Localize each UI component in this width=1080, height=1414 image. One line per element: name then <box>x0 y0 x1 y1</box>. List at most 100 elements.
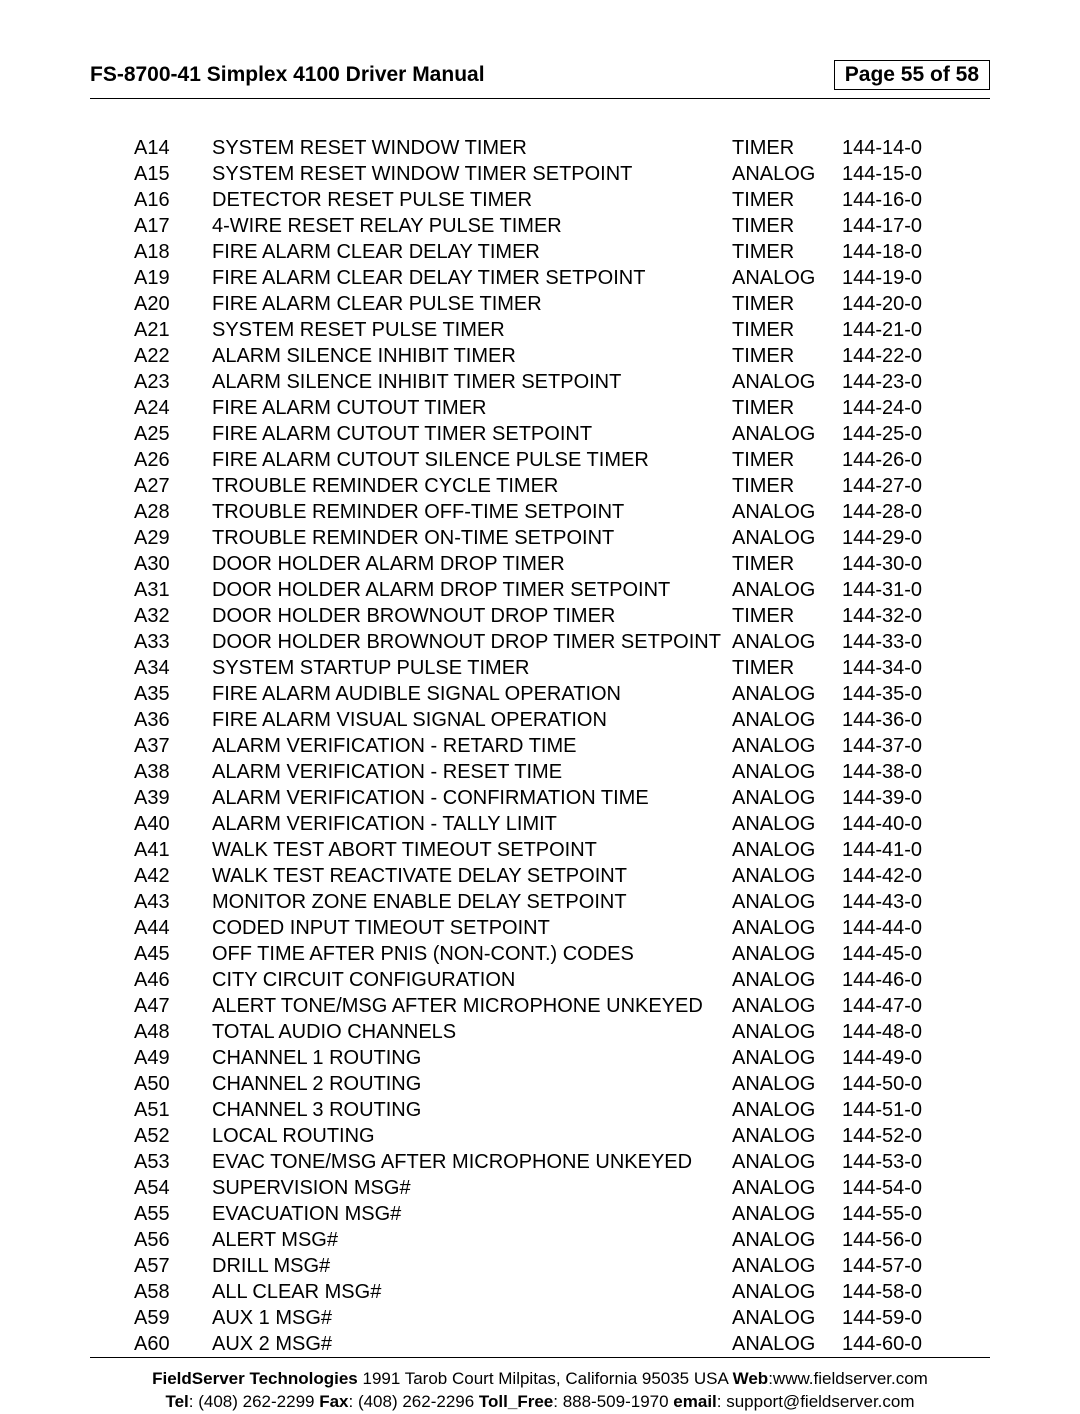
row-id: A59 <box>134 1305 212 1331</box>
row-id: A15 <box>134 161 212 187</box>
row-type: TIMER <box>732 447 842 473</box>
row-ref: 144-25-0 <box>842 421 922 447</box>
row-type: TIMER <box>732 473 842 499</box>
row-desc: ALERT TONE/MSG AFTER MICROPHONE UNKEYED <box>212 993 732 1019</box>
doc-title: FS-8700-41 Simplex 4100 Driver Manual <box>90 63 485 87</box>
table-row: A27TROUBLE REMINDER CYCLE TIMERTIMER144-… <box>134 473 990 499</box>
footer-rule <box>90 1357 990 1358</box>
row-id: A42 <box>134 863 212 889</box>
row-id: A37 <box>134 733 212 759</box>
row-ref: 144-29-0 <box>842 525 922 551</box>
row-type: ANALOG <box>732 1071 842 1097</box>
table-row: A52LOCAL ROUTINGANALOG144-52-0 <box>134 1123 990 1149</box>
table-row: A57DRILL MSG#ANALOG144-57-0 <box>134 1253 990 1279</box>
row-ref: 144-19-0 <box>842 265 922 291</box>
row-desc: DOOR HOLDER ALARM DROP TIMER <box>212 551 732 577</box>
row-type: ANALOG <box>732 499 842 525</box>
row-type: ANALOG <box>732 1253 842 1279</box>
row-desc: CHANNEL 3 ROUTING <box>212 1097 732 1123</box>
row-desc: LOCAL ROUTING <box>212 1123 732 1149</box>
row-ref: 144-21-0 <box>842 317 922 343</box>
table-row: A44CODED INPUT TIMEOUT SETPOINTANALOG144… <box>134 915 990 941</box>
row-type: ANALOG <box>732 915 842 941</box>
row-id: A53 <box>134 1149 212 1175</box>
page: FS-8700-41 Simplex 4100 Driver Manual Pa… <box>0 0 1080 1397</box>
row-desc: ALARM VERIFICATION - RETARD TIME <box>212 733 732 759</box>
row-desc: DETECTOR RESET PULSE TIMER <box>212 187 732 213</box>
row-desc: DOOR HOLDER ALARM DROP TIMER SETPOINT <box>212 577 732 603</box>
header-rule <box>90 98 990 99</box>
table-row: A34SYSTEM STARTUP PULSE TIMERTIMER144-34… <box>134 655 990 681</box>
row-type: ANALOG <box>732 1331 842 1357</box>
row-ref: 144-36-0 <box>842 707 922 733</box>
row-type: ANALOG <box>732 1097 842 1123</box>
row-desc: WALK TEST ABORT TIMEOUT SETPOINT <box>212 837 732 863</box>
row-ref: 144-18-0 <box>842 239 922 265</box>
table-row: A45OFF TIME AFTER PNIS (NON-CONT.) CODES… <box>134 941 990 967</box>
footer-tollfree-value: : 888-509-1970 <box>553 1392 673 1411</box>
row-desc: EVACUATION MSG# <box>212 1201 732 1227</box>
row-type: ANALOG <box>732 1279 842 1305</box>
row-id: A25 <box>134 421 212 447</box>
row-id: A58 <box>134 1279 212 1305</box>
row-desc: TROUBLE REMINDER CYCLE TIMER <box>212 473 732 499</box>
row-type: TIMER <box>732 187 842 213</box>
row-desc: ALARM VERIFICATION - CONFIRMATION TIME <box>212 785 732 811</box>
row-desc: CODED INPUT TIMEOUT SETPOINT <box>212 915 732 941</box>
table-row: A174-WIRE RESET RELAY PULSE TIMERTIMER14… <box>134 213 990 239</box>
table-row: A28TROUBLE REMINDER OFF-TIME SETPOINTANA… <box>134 499 990 525</box>
row-type: ANALOG <box>732 837 842 863</box>
row-type: ANALOG <box>732 967 842 993</box>
row-ref: 144-56-0 <box>842 1227 922 1253</box>
row-desc: CITY CIRCUIT CONFIGURATION <box>212 967 732 993</box>
row-ref: 144-60-0 <box>842 1331 922 1357</box>
row-type: TIMER <box>732 603 842 629</box>
row-type: ANALOG <box>732 369 842 395</box>
row-type: ANALOG <box>732 1123 842 1149</box>
table-row: A18FIRE ALARM CLEAR DELAY TIMERTIMER144-… <box>134 239 990 265</box>
row-type: ANALOG <box>732 1149 842 1175</box>
row-id: A51 <box>134 1097 212 1123</box>
row-id: A31 <box>134 577 212 603</box>
row-desc: EVAC TONE/MSG AFTER MICROPHONE UNKEYED <box>212 1149 732 1175</box>
row-desc: FIRE ALARM AUDIBLE SIGNAL OPERATION <box>212 681 732 707</box>
row-id: A21 <box>134 317 212 343</box>
row-ref: 144-17-0 <box>842 213 922 239</box>
row-id: A28 <box>134 499 212 525</box>
row-ref: 144-22-0 <box>842 343 922 369</box>
row-desc: ALL CLEAR MSG# <box>212 1279 732 1305</box>
footer-web-value: :www.fieldserver.com <box>768 1369 928 1388</box>
table-row: A32DOOR HOLDER BROWNOUT DROP TIMERTIMER1… <box>134 603 990 629</box>
row-type: ANALOG <box>732 1227 842 1253</box>
row-id: A26 <box>134 447 212 473</box>
row-type: ANALOG <box>732 1305 842 1331</box>
row-desc: FIRE ALARM VISUAL SIGNAL OPERATION <box>212 707 732 733</box>
row-ref: 144-26-0 <box>842 447 922 473</box>
row-id: A54 <box>134 1175 212 1201</box>
row-desc: ALARM SILENCE INHIBIT TIMER SETPOINT <box>212 369 732 395</box>
row-desc: SYSTEM STARTUP PULSE TIMER <box>212 655 732 681</box>
row-desc: ALARM VERIFICATION - RESET TIME <box>212 759 732 785</box>
row-desc: SYSTEM RESET WINDOW TIMER SETPOINT <box>212 161 732 187</box>
row-desc: FIRE ALARM CUTOUT TIMER SETPOINT <box>212 421 732 447</box>
row-ref: 144-34-0 <box>842 655 922 681</box>
table-row: A35FIRE ALARM AUDIBLE SIGNAL OPERATIONAN… <box>134 681 990 707</box>
footer-email-label: email <box>673 1392 716 1411</box>
table-row: A59AUX 1 MSG#ANALOG144-59-0 <box>134 1305 990 1331</box>
row-ref: 144-55-0 <box>842 1201 922 1227</box>
row-desc: SYSTEM RESET PULSE TIMER <box>212 317 732 343</box>
row-ref: 144-30-0 <box>842 551 922 577</box>
row-ref: 144-48-0 <box>842 1019 922 1045</box>
table-row: A40ALARM VERIFICATION - TALLY LIMITANALO… <box>134 811 990 837</box>
row-ref: 144-14-0 <box>842 135 922 161</box>
table-row: A33DOOR HOLDER BROWNOUT DROP TIMER SETPO… <box>134 629 990 655</box>
row-type: ANALOG <box>732 889 842 915</box>
row-ref: 144-57-0 <box>842 1253 922 1279</box>
row-type: ANALOG <box>732 1201 842 1227</box>
row-ref: 144-49-0 <box>842 1045 922 1071</box>
footer-address: 1991 Tarob Court Milpitas, California 95… <box>358 1369 733 1388</box>
row-type: ANALOG <box>732 421 842 447</box>
row-desc: CHANNEL 1 ROUTING <box>212 1045 732 1071</box>
row-desc: TOTAL AUDIO CHANNELS <box>212 1019 732 1045</box>
table-row: A20FIRE ALARM CLEAR PULSE TIMERTIMER144-… <box>134 291 990 317</box>
